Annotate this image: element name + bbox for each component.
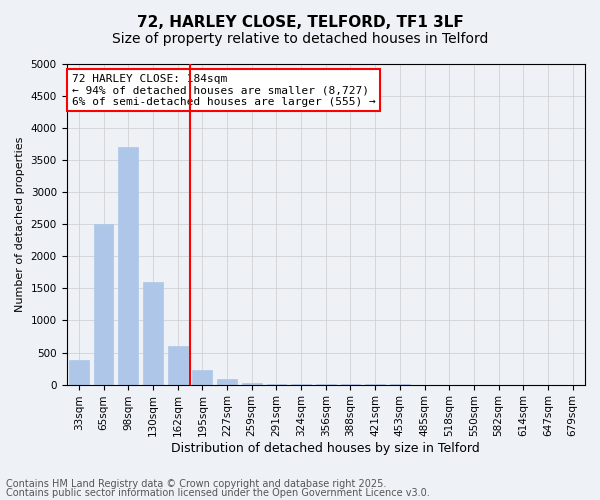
Bar bbox=[193, 370, 212, 384]
Bar bbox=[69, 360, 89, 384]
X-axis label: Distribution of detached houses by size in Telford: Distribution of detached houses by size … bbox=[172, 442, 480, 455]
Bar bbox=[168, 346, 188, 385]
Y-axis label: Number of detached properties: Number of detached properties bbox=[15, 136, 25, 312]
Bar bbox=[143, 282, 163, 384]
Text: Size of property relative to detached houses in Telford: Size of property relative to detached ho… bbox=[112, 32, 488, 46]
Bar bbox=[242, 382, 262, 384]
Bar bbox=[217, 380, 237, 384]
Text: Contains HM Land Registry data © Crown copyright and database right 2025.: Contains HM Land Registry data © Crown c… bbox=[6, 479, 386, 489]
Text: Contains public sector information licensed under the Open Government Licence v3: Contains public sector information licen… bbox=[6, 488, 430, 498]
Bar bbox=[94, 224, 113, 384]
Text: 72 HARLEY CLOSE: 184sqm
← 94% of detached houses are smaller (8,727)
6% of semi-: 72 HARLEY CLOSE: 184sqm ← 94% of detache… bbox=[72, 74, 376, 107]
Bar bbox=[118, 148, 138, 384]
Text: 72, HARLEY CLOSE, TELFORD, TF1 3LF: 72, HARLEY CLOSE, TELFORD, TF1 3LF bbox=[137, 15, 463, 30]
